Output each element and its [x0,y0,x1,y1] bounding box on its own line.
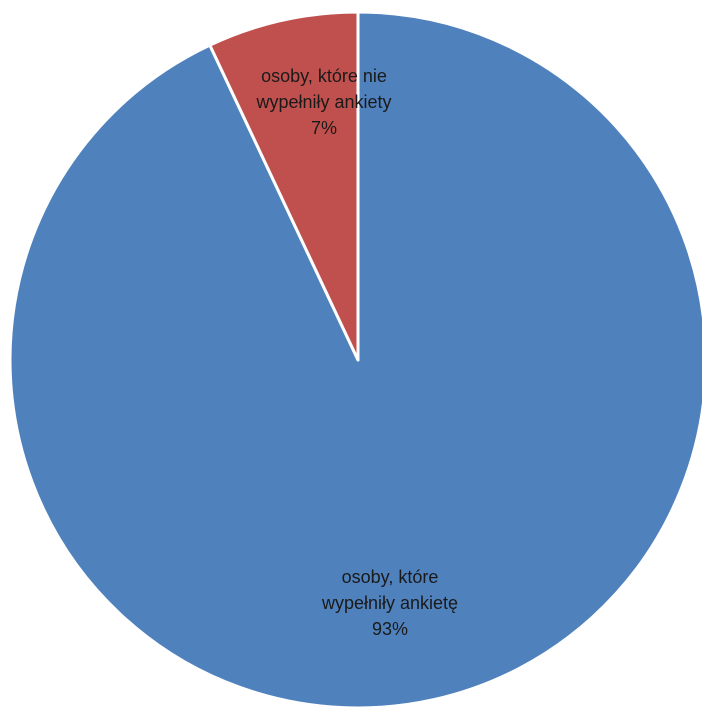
pie-slice-0 [8,10,702,709]
pie-data-labels: osoby, które wypełniły ankietę 93% osoby, k… [255,66,458,639]
pie-slices [8,10,702,709]
slice-1-category-label-line-1: wypełniły ankiety [255,92,391,112]
slice-0-percent-label: 93% [372,619,408,639]
slice-1-category-label-line-0: osoby, które nie [261,66,387,86]
slice-0-category-label-line-0: osoby, które [342,567,439,587]
slice-0-category-label-line-1: wypełniły ankietę [321,593,458,613]
pie-slice-1 [208,10,360,362]
slice-1-percent-label: 7% [311,118,337,138]
